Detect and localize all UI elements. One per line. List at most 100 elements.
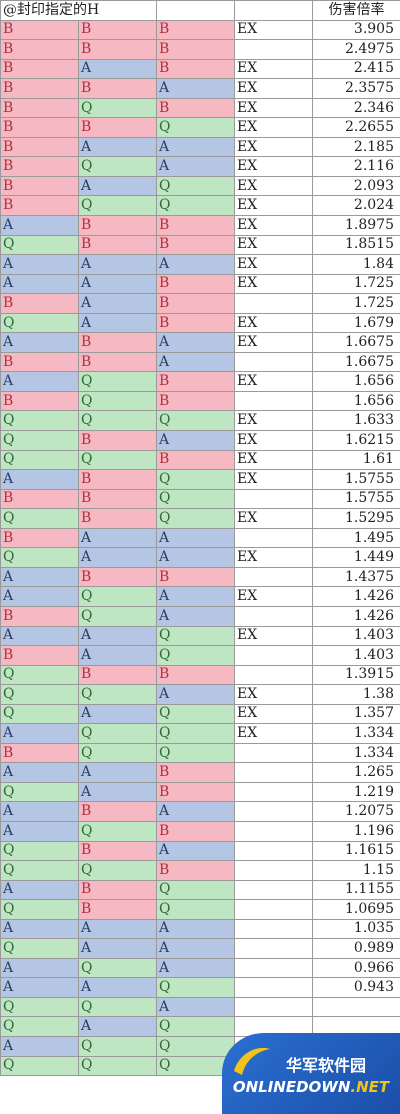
card-cell: Q <box>156 723 235 744</box>
card-cell: Q <box>156 703 235 725</box>
card-cell: A <box>78 918 157 940</box>
card-cell: B <box>0 136 79 158</box>
multiplier-cell: 1.6675 <box>312 332 400 353</box>
table-row: B A B 1.725 <box>0 293 400 314</box>
card-cell: Q <box>78 371 157 392</box>
card-cell: B <box>156 58 235 80</box>
card-cell: Q <box>156 977 235 998</box>
swoosh-icon <box>234 1047 270 1075</box>
card-cell: A <box>156 351 235 373</box>
card-cell: B <box>78 19 157 41</box>
card-cell: Q <box>78 742 157 764</box>
card-cell: B <box>0 39 79 60</box>
multiplier-cell: 2.2655 <box>312 117 400 138</box>
multiplier-cell: 2.4975 <box>312 39 400 60</box>
card-cell: B <box>0 488 79 510</box>
card-cell: A <box>156 430 235 451</box>
card-cell: B <box>78 215 157 236</box>
card-cell: Q <box>156 1016 235 1037</box>
multiplier-cell: 1.265 <box>312 762 400 783</box>
card-cell: Q <box>78 156 157 177</box>
card-cell: A <box>0 566 79 588</box>
card-cell: B <box>156 215 235 236</box>
card-cell: B <box>156 312 235 334</box>
card-cell: A <box>78 547 157 568</box>
table-row: A B B EX 1.8975 <box>0 215 400 236</box>
ex-cell <box>234 742 313 764</box>
multiplier-cell: 1.1615 <box>312 840 400 862</box>
multiplier-cell: 1.334 <box>312 742 400 764</box>
card-cell: B <box>78 508 157 529</box>
table-row: B A Q 1.403 <box>0 645 400 666</box>
header-multiplier: 伤害倍率 <box>312 0 400 21</box>
multiplier-cell: 2.024 <box>312 195 400 217</box>
card-cell: B <box>78 899 157 920</box>
table-row: Q B B 1.3915 <box>0 664 400 686</box>
ex-cell <box>234 293 313 314</box>
card-cell: Q <box>78 1035 157 1057</box>
multiplier-cell: 1.449 <box>312 547 400 568</box>
table-row: A A B EX 1.725 <box>0 273 400 295</box>
multiplier-cell: 2.093 <box>312 175 400 197</box>
ex-cell: EX <box>234 156 313 177</box>
ex-cell: EX <box>234 430 313 451</box>
card-cell: A <box>78 938 157 959</box>
table-row: B B B EX 3.905 <box>0 19 400 41</box>
table-row: A A Q 0.943 <box>0 977 400 998</box>
multiplier-cell: 0.966 <box>312 957 400 979</box>
card-cell: B <box>156 293 235 314</box>
multiplier-cell: 1.403 <box>312 645 400 666</box>
multiplier-cell: 1.6675 <box>312 351 400 373</box>
table-row: B B Q 1.5755 <box>0 488 400 510</box>
table-row: B A Q EX 2.093 <box>0 175 400 197</box>
card-cell: B <box>0 527 79 549</box>
table-row: B Q Q 1.334 <box>0 742 400 764</box>
multiplier-cell: 1.5755 <box>312 488 400 510</box>
table-row: Q B A 1.1615 <box>0 840 400 862</box>
ex-cell <box>234 605 313 627</box>
card-cell: A <box>0 371 79 392</box>
card-cell: Q <box>0 312 79 334</box>
table-row: A Q Q EX 1.334 <box>0 723 400 744</box>
card-cell: A <box>78 312 157 334</box>
multiplier-cell: 1.357 <box>312 703 400 725</box>
card-cell: B <box>78 664 157 686</box>
card-cell: Q <box>78 449 157 471</box>
multiplier-cell: 1.725 <box>312 293 400 314</box>
card-cell: A <box>0 215 79 236</box>
card-cell: Q <box>156 508 235 529</box>
card-cell: B <box>156 820 235 842</box>
card-cell: B <box>156 449 235 471</box>
card-cell: A <box>156 586 235 607</box>
multiplier-cell: 1.403 <box>312 625 400 647</box>
card-cell: A <box>78 781 157 803</box>
table-row: B Q B EX 2.346 <box>0 97 400 119</box>
multiplier-cell: 2.415 <box>312 58 400 80</box>
card-cell: B <box>0 175 79 197</box>
table-row: B B B 2.4975 <box>0 39 400 60</box>
card-cell: B <box>78 39 157 60</box>
header-row: @封印指定的H 伤害倍率 <box>0 0 400 21</box>
table-row: Q B Q EX 1.5295 <box>0 508 400 529</box>
ex-cell: EX <box>234 703 313 725</box>
ex-cell <box>234 860 313 881</box>
ex-cell: EX <box>234 273 313 295</box>
ex-cell: EX <box>234 449 313 471</box>
ex-cell: EX <box>234 254 313 275</box>
header-blank-cell <box>156 0 235 21</box>
multiplier-cell: 1.495 <box>312 527 400 549</box>
card-cell: A <box>156 957 235 979</box>
multiplier-cell <box>312 996 400 1018</box>
card-cell: B <box>156 97 235 119</box>
card-cell: B <box>78 469 157 490</box>
onlinedown-watermark-logo: 华军软件园 ONLINEDOWN.NET <box>222 1033 400 1114</box>
table-row: A Q A 0.966 <box>0 957 400 979</box>
card-cell: A <box>78 1016 157 1037</box>
multiplier-cell: 1.426 <box>312 605 400 627</box>
card-cell: A <box>156 254 235 275</box>
card-cell: A <box>0 801 79 822</box>
card-cell: Q <box>156 1055 235 1077</box>
table-row: Q A A EX 1.449 <box>0 547 400 568</box>
ex-cell <box>234 762 313 783</box>
card-cell: A <box>0 1035 79 1057</box>
